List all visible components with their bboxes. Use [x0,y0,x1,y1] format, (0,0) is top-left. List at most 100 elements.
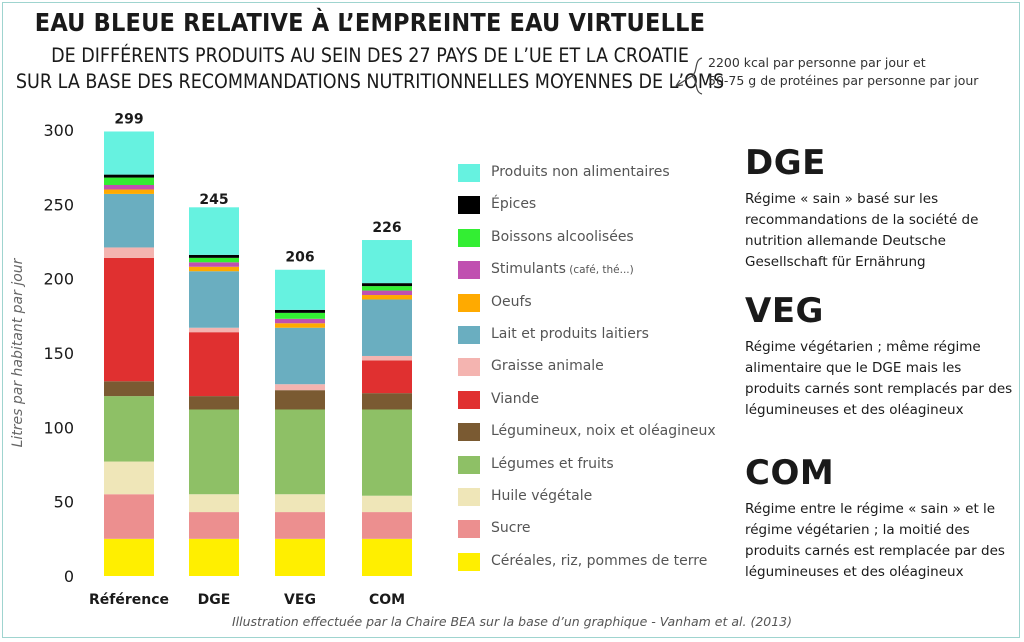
legend-label: Oeufs [491,293,532,310]
bar-segment [362,512,412,539]
bar-segment [275,512,325,539]
y-tick-label: 200 [43,270,74,289]
bar-segment [104,177,154,186]
nutrition-note-line-2: 50-75 g de protéines par personne par jo… [708,73,979,88]
bar-segment [275,269,325,310]
bar-segment [189,538,239,576]
bar-segment [189,207,239,255]
bar-segment [275,327,325,385]
bar-segment [189,332,239,397]
y-tick-label: 150 [43,344,74,363]
diet-code: COM [745,453,835,493]
bar-segment [362,286,412,291]
bar-segment [104,189,154,194]
bar-segment [362,360,412,394]
legend-swatch [458,455,480,474]
bar-total-label: 299 [114,111,143,127]
legend-label: Sucre [491,520,531,537]
bar-segment [189,266,239,272]
y-axis-label: Litres par habitant par jour [10,257,26,447]
bar-total-label: 226 [372,220,401,236]
y-tick-label: 300 [43,121,74,140]
legend-label: Graisse animale [491,358,604,375]
legend-label: Stimulants (café, thé...) [491,261,634,278]
legend-label-note: (café, thé...) [565,264,634,277]
chart-title: EAU BLEUE RELATIVE À L’EMPREINTE EAU VIR… [34,8,706,37]
legend-swatch [458,520,480,539]
x-tick-label: VEG [284,592,316,608]
bar-segment [362,295,412,300]
bar-segment [189,262,239,267]
source-credit: Illustration effectuée par la Chaire BEA… [231,614,793,629]
legend-swatch [458,196,480,215]
bar-segment [189,257,239,263]
legend-swatch [458,326,480,344]
bar-segment [275,384,325,391]
legend-label: Légumineux, noix et oléagineux [491,423,716,440]
bar-segment [362,283,412,287]
nutrition-note: 2200 kcal par personne par jour et 50-75… [708,54,978,90]
y-tick-label: 0 [64,567,74,586]
bar-segment [362,538,412,576]
legend-label: Viande [491,390,540,407]
legend-swatch [458,358,480,377]
bar-segment [275,312,325,319]
bar-segment [275,494,325,513]
diet-description-dge: DGE Régime « sain » basé sur les recomma… [745,143,1015,273]
legend-swatch [458,488,480,506]
legend-label: Boissons alcoolisées [491,228,634,245]
bar-segment [275,538,325,576]
diet-code: DGE [745,143,826,183]
bar-total-label: 206 [285,250,314,266]
bar-segment [104,381,154,397]
y-tick-label: 250 [43,195,74,214]
x-tick-label: DGE [198,592,231,608]
bar-segment [104,174,154,178]
bar-segment [275,390,325,410]
bar-segment [104,494,154,539]
bar-segment [275,323,325,328]
nutrition-note-line-1: 2200 kcal par personne par jour et [708,55,926,70]
bar-segment [104,257,154,382]
note-brace-icon [675,57,703,95]
legend-swatch [458,423,480,442]
legend-label: Lait et produits laitiers [491,326,649,342]
bar-segment [189,327,239,333]
bar-segment [362,409,412,496]
legend-swatch [458,164,480,182]
legend-label: Produits non alimentaires [491,164,670,180]
diet-description-veg: VEG Régime végétarien ; même régime alim… [745,291,1015,421]
x-tick-label: Référence [89,592,169,608]
legend-swatch [458,261,480,280]
bar-segment [362,495,412,513]
legend-label: Céréales, riz, pommes de terre [491,552,708,569]
bar-segment [189,512,239,539]
legend-label: Épices [491,196,537,213]
legend-swatch [458,390,480,409]
bar-segment [362,290,412,296]
bar-segment [362,240,412,284]
bar-segment [104,131,154,175]
bar-segment [189,271,239,328]
diet-description-com: COM Régime entre le régime « sain » et l… [745,453,1015,583]
bar-segment [189,409,239,495]
chart-subtitle-line-1: DE DIFFÉRENTS PRODUITS AU SEIN DES 27 PA… [51,44,689,67]
legend-swatch [458,552,480,571]
bar-segment [104,193,154,248]
legend-label: Huile végétale [491,488,593,504]
legend-label: Légumes et fruits [491,455,614,472]
bar-segment [362,299,412,356]
legend-swatch [458,228,480,247]
bar-segment [362,355,412,361]
diet-text: Régime entre le régime « sain » et le ré… [745,501,1005,580]
bar-segment [189,494,239,513]
bar-segment [104,185,154,190]
diet-code: VEG [745,291,824,331]
bar-segment [189,254,239,258]
diet-text: Régime végétarien ; même régime alimenta… [745,339,1013,418]
chart-subtitle-line-2: SUR LA BASE DES RECOMMANDATIONS NUTRITIO… [15,70,725,93]
bar-segment [104,461,154,495]
bar-segment [189,396,239,410]
